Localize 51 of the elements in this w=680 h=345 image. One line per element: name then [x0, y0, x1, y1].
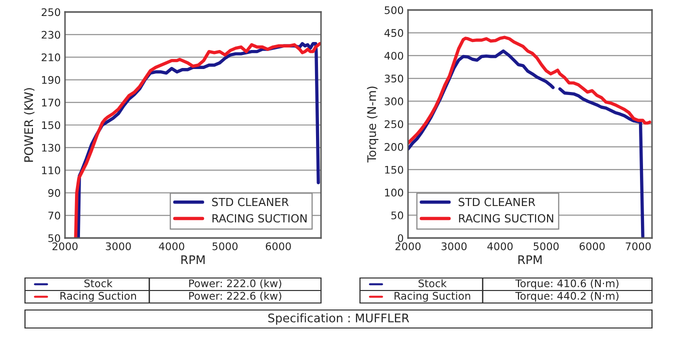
x-tick-label: 4000	[487, 242, 513, 250]
text: Stock	[84, 279, 113, 288]
x-tick-label: 4000	[158, 242, 184, 250]
legend-label: STD CLEANER	[458, 198, 536, 206]
x-tick-label: 2000	[396, 242, 421, 250]
y-tick-label: 0	[398, 234, 404, 242]
y-tick-label: 100	[385, 188, 404, 197]
y-tick-label: 150	[42, 121, 60, 130]
legend-label: RACING SUCTION	[459, 214, 554, 223]
x-tick-label: 6000	[580, 242, 605, 250]
x-tick-label: 5000	[212, 242, 238, 250]
y-tick-label: 200	[384, 143, 404, 151]
y-tick-label: 130	[42, 144, 60, 152]
y-axis-title: Torque (N-m)	[366, 86, 378, 162]
text: Racing Suction	[394, 292, 470, 302]
x-axis-title: RPM	[181, 255, 205, 264]
legend-label: RACING SUCTION	[212, 214, 307, 223]
text: Power: 222.0 (kw)	[189, 279, 282, 288]
text: Specification : MUFFLER	[268, 313, 410, 325]
y-tick-label: 50	[48, 234, 60, 242]
y-tick-label: 300	[384, 97, 404, 106]
line-series	[408, 36, 652, 145]
y-tick-label: 90	[48, 189, 60, 197]
text: Torque: 410.6 (N·m)	[515, 279, 618, 290]
y-tick-label: 210	[42, 53, 60, 62]
x-tick-label: 3000	[442, 242, 467, 250]
y-tick-label: 250	[384, 120, 404, 128]
y-tick-label: 190	[42, 76, 60, 84]
y-tick-label: 250	[42, 8, 60, 16]
y-tick-label: 230	[42, 30, 60, 39]
y-tick-label: 150	[385, 166, 404, 174]
x-axis-title: RPM	[518, 255, 542, 264]
y-axis-title: POWER (KW)	[24, 88, 34, 162]
y-tick-label: 170	[42, 98, 60, 107]
y-tick-label: 350	[384, 74, 404, 83]
y-tick-label: 50	[391, 211, 404, 220]
legend-label: STD CLEANER	[212, 198, 289, 206]
y-tick-label: 70	[48, 212, 60, 220]
x-tick-label: 2000	[52, 242, 78, 250]
text: Torque: 440.2 (N·m)	[515, 292, 618, 302]
text: Racing Suction	[60, 292, 136, 302]
x-tick-label: 3000	[106, 242, 131, 250]
y-tick-label: 110	[42, 166, 60, 174]
y-tick-label: 500	[384, 6, 404, 14]
text: Stock	[418, 279, 447, 288]
x-tick-label: 5000	[534, 242, 559, 250]
x-tick-label: 6000	[266, 242, 291, 250]
y-tick-label: 400	[384, 52, 404, 60]
text: Power: 222.6 (kw)	[189, 292, 282, 301]
x-tick-label: 7000	[626, 242, 651, 250]
y-tick-label: 450	[384, 29, 404, 37]
